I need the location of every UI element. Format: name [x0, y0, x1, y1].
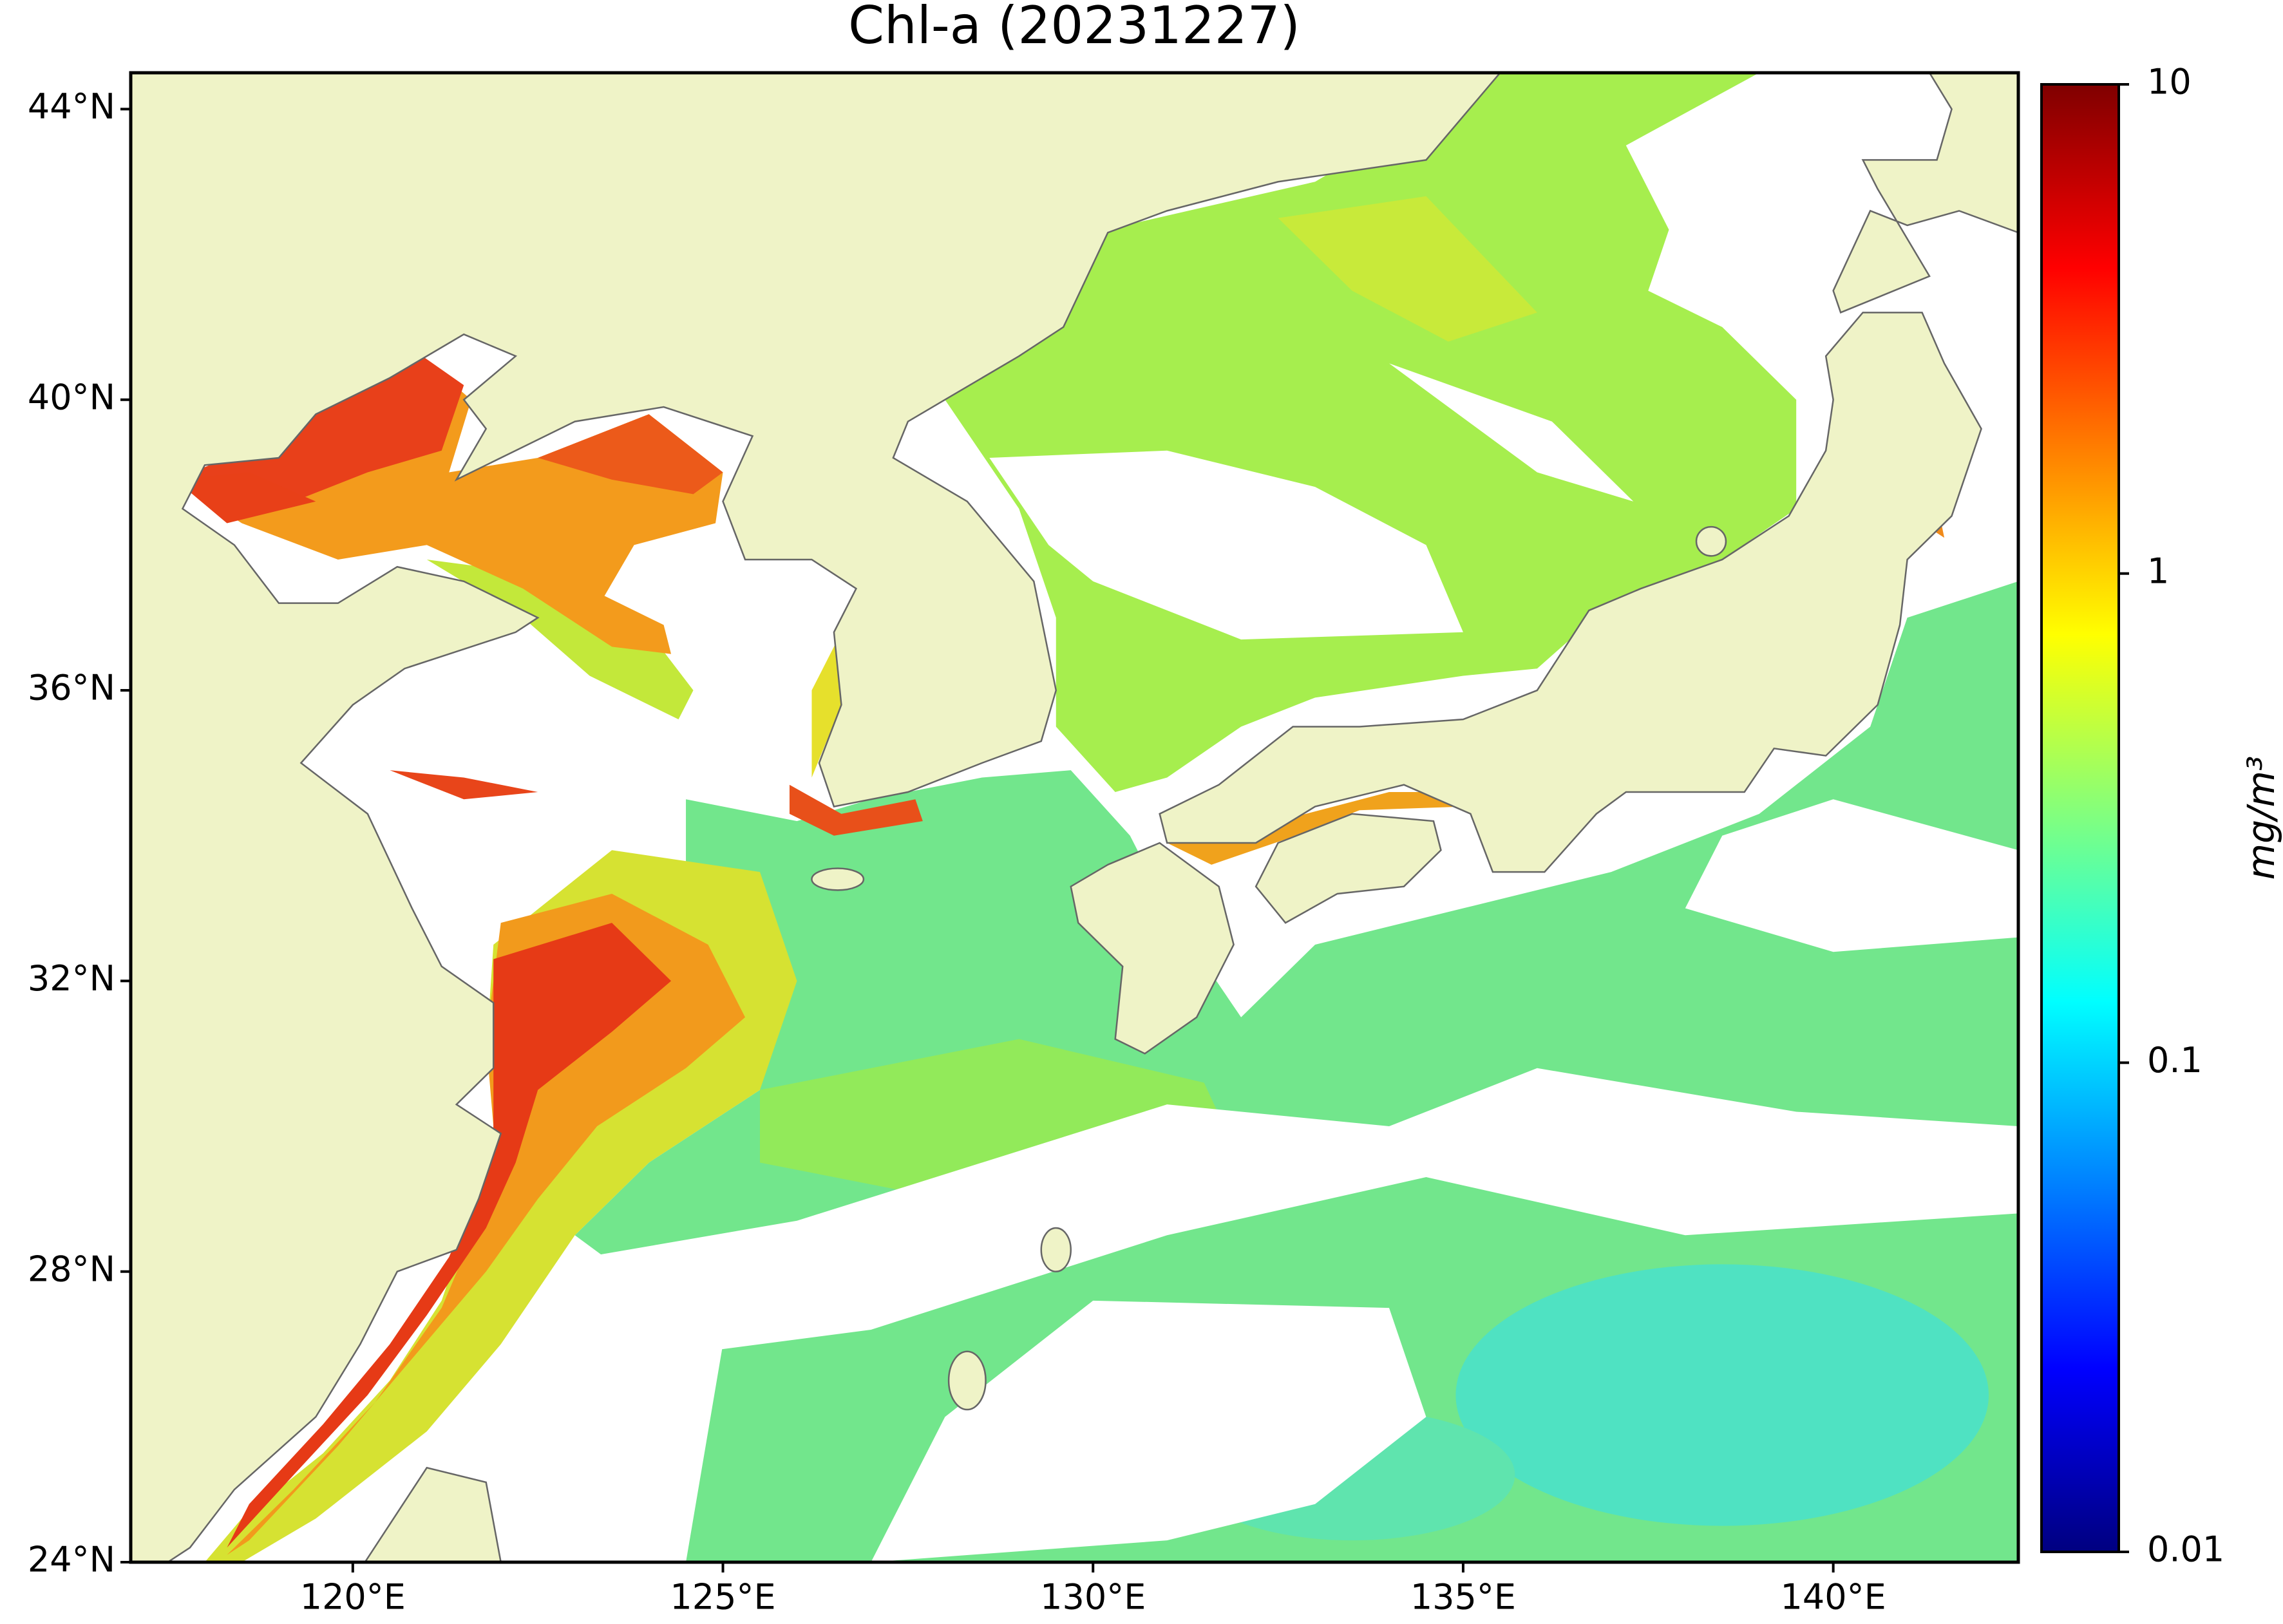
- chlorophyll-patch: [1625, 73, 1833, 327]
- chlorophyll-patch: [390, 770, 538, 800]
- chlorophyll-patch: [945, 73, 1797, 793]
- land: [131, 73, 2018, 1562]
- geo-layer: [131, 73, 2018, 1562]
- x-tick-label: 125°E: [670, 1577, 775, 1618]
- landmass: [1071, 843, 1234, 1053]
- landmass: [1041, 1228, 1071, 1272]
- colorbar-label: mg/m³: [2239, 756, 2283, 880]
- x-tick-label: 130°E: [1040, 1577, 1146, 1618]
- chlorophyll-patch: [1389, 363, 1634, 502]
- colorbar: [2040, 83, 2120, 1553]
- chlorophyll-patch: [989, 450, 1463, 640]
- colorbar-axis: 0.01 0.1 1 10: [2119, 62, 2224, 1570]
- y-tick-label: 36°N: [28, 668, 115, 708]
- landmass: [1160, 312, 1982, 872]
- y-tick-label: 40°N: [28, 377, 115, 417]
- colorbar-tick-label: 0.1: [2147, 1040, 2202, 1081]
- y-tick-label: 44°N: [28, 86, 115, 127]
- x-tick-label: 120°E: [300, 1577, 406, 1618]
- chlorophyll-patch: [1685, 799, 2018, 952]
- chlorophyll-patch: [227, 923, 672, 1548]
- landmass: [1256, 814, 1441, 923]
- x-tick-label: 135°E: [1410, 1577, 1516, 1618]
- chlorophyll-patch: [789, 784, 923, 836]
- chlorophyll-patch: [538, 414, 723, 495]
- chlorophyll-patch: [1167, 792, 1478, 865]
- colorbar-tick-label: 10: [2147, 62, 2192, 102]
- chart-title: Chl-a (20231227): [848, 0, 1300, 55]
- chlorophyll-patch: [1278, 196, 1537, 342]
- y-tick-label: 28°N: [28, 1249, 115, 1289]
- colorbar-tick-label: 0.01: [2147, 1529, 2224, 1570]
- map-frame: [129, 71, 2020, 1564]
- y-tick-label: 24°N: [28, 1540, 115, 1580]
- chlorophyll-patch: [175, 472, 316, 524]
- landmass: [1696, 527, 1726, 556]
- colorbar-tick-label: 1: [2147, 551, 2169, 591]
- chlorophyll-patch: [500, 1068, 2018, 1359]
- landmass: [949, 1352, 985, 1410]
- landmass: [811, 868, 863, 890]
- chlorophyll-patch: [1455, 1264, 1989, 1526]
- x-tick-label: 140°E: [1781, 1577, 1886, 1618]
- landmass: [131, 73, 1500, 1562]
- chlorophyll-patch: [871, 1300, 1426, 1562]
- map-area: [131, 73, 2018, 1562]
- y-tick-label: 32°N: [28, 958, 115, 999]
- landmass: [360, 1468, 500, 1562]
- chlorophyll-field: [175, 73, 2018, 1562]
- axes: 120°E 125°E 130°E 135°E 140°E 24°N 28°N 32°N 36°…: [28, 86, 1886, 1618]
- landmass: [1833, 73, 2018, 312]
